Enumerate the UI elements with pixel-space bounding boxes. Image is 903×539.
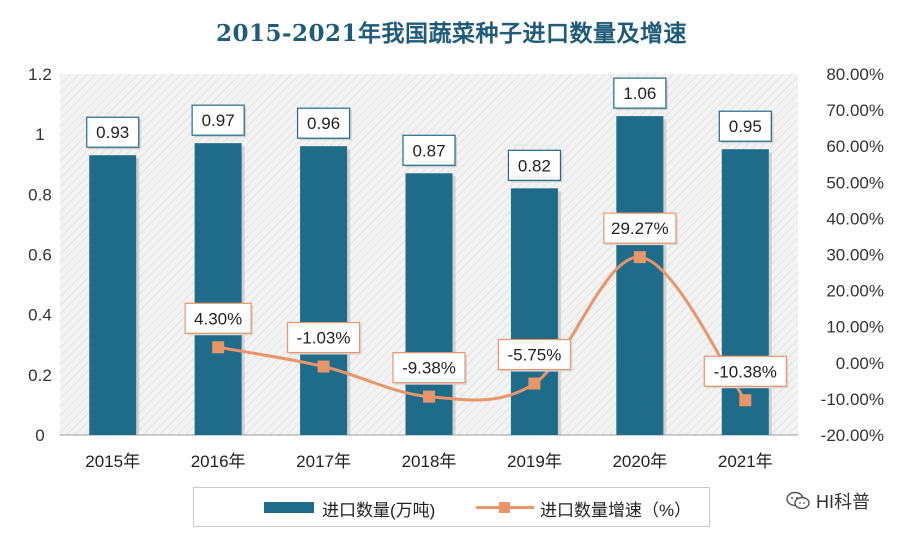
right-tick-label: 50.00%: [826, 173, 884, 192]
right-tick-label: 30.00%: [826, 246, 884, 265]
line-data-label: -5.75%: [507, 346, 561, 365]
bar: [300, 146, 348, 435]
line-marker: [317, 360, 330, 373]
right-tick-label: 0.00%: [836, 354, 884, 373]
line-label-box: [184, 302, 252, 334]
bar: [510, 188, 558, 435]
chart-canvas: 0 0.2 0.4 0.6 0.8 1 1.2 -20.00% -10.00% 0.00% 10.…: [28, 65, 884, 471]
line-series: 4.30% -1.03% -9.38% -5.75% 29.27% -10.38%: [184, 212, 789, 407]
bar-series: 0.93 0.97 0.96 0.87 0.82 1.06 0.95: [86, 77, 774, 436]
bar-label-box: [402, 134, 456, 166]
line-data-label: -1.03%: [297, 329, 351, 348]
left-tick-label: 1: [35, 125, 44, 144]
bar-data-label: 0.95: [729, 117, 762, 136]
line-data-label: 29.27%: [611, 219, 669, 238]
bar-data-label: 0.87: [412, 141, 445, 160]
line-marker: [739, 394, 752, 407]
left-tick-label: 0.6: [28, 246, 52, 265]
bar: [721, 149, 769, 436]
x-tick-label: 2015年: [85, 452, 140, 471]
x-tick-label: 2021年: [718, 452, 773, 471]
bar: [616, 116, 664, 435]
line-marker: [528, 377, 541, 390]
watermark: HI科普: [786, 488, 870, 514]
legend-bar-label: 进口数量(万吨): [322, 501, 436, 520]
line-data-label: -10.38%: [714, 362, 777, 381]
x-tick-label: 2018年: [402, 452, 457, 471]
bar-label-box: [613, 77, 667, 109]
line-label-box: [497, 338, 572, 371]
right-tick-label: 40.00%: [826, 209, 884, 228]
bar-data-label: 0.96: [307, 114, 340, 133]
left-tick-label: 0.2: [28, 366, 52, 385]
bar-label-box: [718, 110, 772, 142]
wechat-icon: [786, 491, 810, 510]
bar-label-box: [191, 104, 245, 136]
line-label-box: [286, 321, 361, 354]
bar-data-label: 0.97: [202, 111, 235, 130]
line-marker: [212, 341, 225, 354]
x-axis-ticks: 2015年 2016年 2017年 2018年 2019年 2020年 2021年: [85, 452, 772, 471]
right-tick-label: -10.00%: [821, 390, 884, 409]
bar-data-label: 1.06: [623, 84, 656, 103]
line-label-box: [392, 352, 466, 384]
bar-label-box: [507, 149, 562, 181]
legend: 进口数量(万吨) 进口数量增速（%）: [193, 487, 710, 527]
right-tick-label: 60.00%: [826, 137, 884, 156]
watermark-text: HI科普: [816, 492, 870, 512]
right-tick-label: 70.00%: [826, 101, 884, 120]
x-tick-label: 2017年: [296, 452, 351, 471]
x-tick-label: 2020年: [612, 452, 667, 471]
bar-label-box: [86, 116, 140, 148]
right-tick-label: 10.00%: [826, 318, 884, 337]
bar: [89, 155, 137, 435]
left-tick-label: 1.2: [28, 65, 52, 84]
right-tick-label: 20.00%: [826, 282, 884, 301]
legend-bar-swatch: [264, 502, 314, 513]
right-tick-label: -20.00%: [821, 426, 884, 445]
left-tick-label: 0.8: [28, 185, 52, 204]
legend-line-label: 进口数量增速（%）: [540, 501, 692, 520]
left-axis-ticks: 0 0.2 0.4 0.6 0.8 1 1.2: [28, 65, 52, 445]
bar-data-label: 0.93: [96, 123, 129, 142]
x-tick-label: 2019年: [507, 452, 562, 471]
line-marker: [423, 390, 435, 403]
line-label-box: [603, 212, 677, 244]
bar-label-box: [296, 107, 351, 139]
right-axis-ticks: -20.00% -10.00% 0.00% 10.00% 20.00% 30.00% 40.…: [821, 65, 884, 445]
left-tick-label: 0.4: [28, 306, 52, 325]
line-data-label: 4.30%: [194, 309, 242, 328]
bar: [194, 143, 242, 436]
legend-line-marker: [499, 502, 510, 513]
chart-title: 2015-2021年我国蔬菜种子进口数量及增速: [215, 20, 688, 47]
line-marker: [633, 251, 646, 264]
line-label-box: [703, 355, 787, 387]
bar-data-label: 0.82: [518, 156, 551, 175]
line-data-label: -9.38%: [402, 359, 456, 378]
right-tick-label: 80.00%: [826, 65, 884, 84]
x-tick-label: 2016年: [191, 452, 246, 471]
left-tick-label: 0: [35, 426, 44, 445]
